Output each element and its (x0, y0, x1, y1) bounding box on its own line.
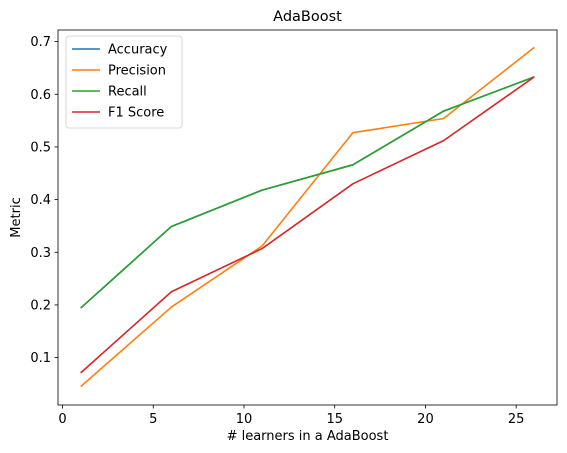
y-axis-label: Metric (9, 197, 24, 237)
legend: Accuracy Precision Recall F1 Score (65, 35, 183, 129)
y-tick-label: 0.2 (30, 298, 51, 313)
y-tick-label: 0.7 (30, 35, 51, 50)
x-axis: 0 5 10 15 20 25 (58, 405, 524, 427)
x-tick-label: 20 (417, 412, 434, 427)
y-tick-label: 0.5 (30, 140, 51, 155)
plot-frame (57, 29, 558, 406)
series-line-f1-score (80, 76, 535, 374)
x-tick-label: 5 (149, 412, 157, 427)
legend-label-accuracy: Accuracy (108, 43, 168, 58)
y-tick-label: 0.3 (30, 246, 51, 261)
x-tick-label: 15 (326, 412, 343, 427)
y-axis: 0.1 0.2 0.3 0.4 0.5 0.6 0.7 (30, 35, 58, 366)
x-tick-label: 25 (508, 412, 525, 427)
legend-label-f1-score: F1 Score (108, 106, 164, 121)
y-tick-label: 0.6 (30, 88, 51, 103)
series-line-recall (80, 76, 535, 309)
legend-label-recall: Recall (108, 85, 147, 100)
plot-lines (80, 46, 535, 388)
chart-title: AdaBoost (273, 9, 342, 25)
x-axis-label: # learners in a AdaBoost (227, 429, 389, 444)
x-tick-label: 0 (58, 412, 66, 427)
y-tick-label: 0.1 (30, 351, 51, 366)
x-tick-label: 10 (236, 412, 253, 427)
y-tick-label: 0.4 (30, 193, 51, 208)
legend-label-precision: Precision (108, 64, 166, 79)
series-line-precision (80, 46, 535, 388)
legend-frame (65, 35, 183, 129)
